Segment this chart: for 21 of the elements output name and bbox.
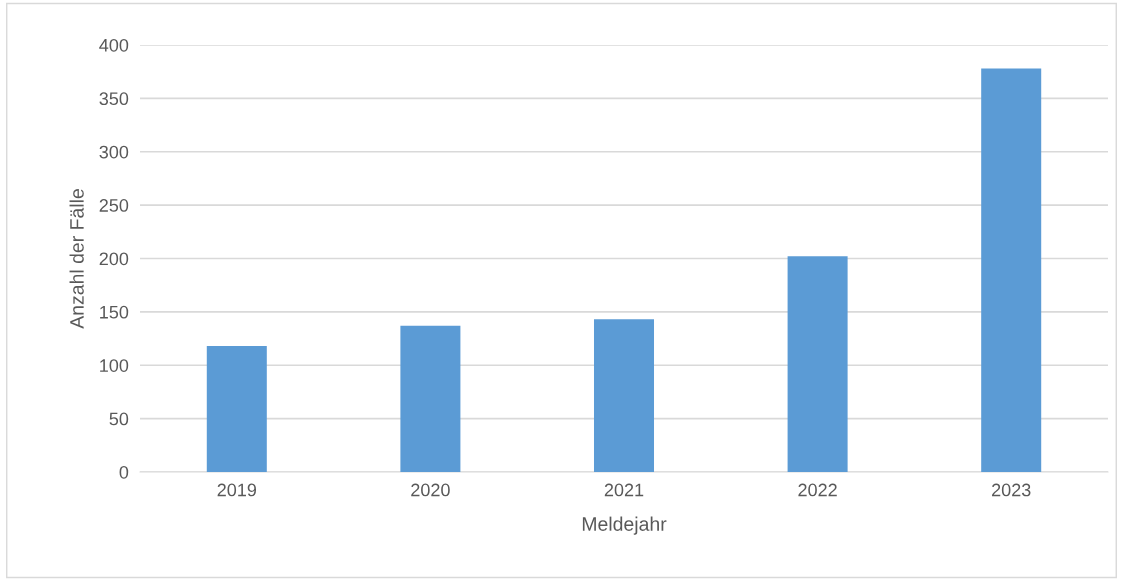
x-axis-title: Meldejahr: [582, 516, 667, 535]
y-tick-label: 350: [99, 92, 129, 106]
y-tick-label: 50: [109, 412, 129, 426]
bar: [593, 319, 655, 472]
x-tick-label: 2022: [798, 483, 837, 497]
x-tick-label: 2023: [992, 483, 1031, 497]
bar: [400, 325, 461, 472]
y-axis-title: Anzahl der Fälle: [69, 189, 84, 329]
y-tick-label: 200: [99, 252, 129, 266]
y-tick-label: 0: [119, 465, 129, 479]
bar: [206, 346, 267, 472]
y-tick-label: 400: [99, 38, 129, 52]
x-tick-label: 2019: [217, 483, 257, 497]
bar: [981, 68, 1042, 472]
y-tick-label: 250: [99, 199, 129, 212]
y-tick-label: 150: [100, 305, 129, 319]
x-tick-label: 2021: [604, 483, 644, 497]
y-tick-label: 100: [100, 359, 129, 372]
y-tick-label: 300: [99, 145, 129, 159]
bar: [787, 256, 848, 472]
x-tick-label: 2020: [411, 483, 450, 497]
